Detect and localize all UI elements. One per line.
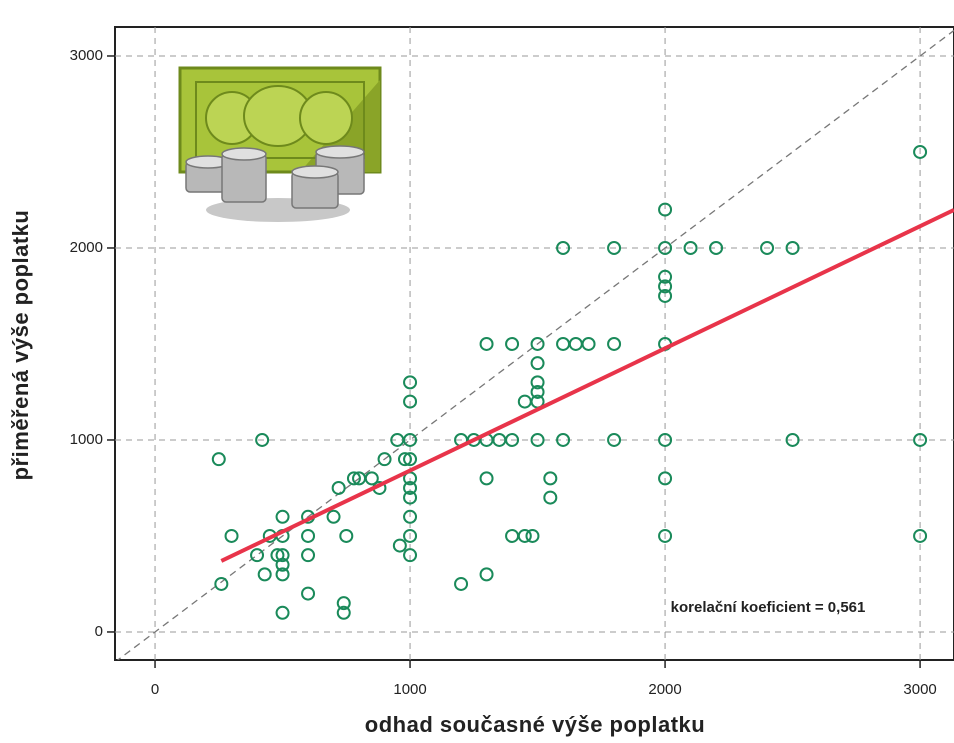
point [581,336,596,351]
point [658,471,673,486]
point [530,384,545,399]
point [658,528,673,543]
point [913,528,928,543]
point [275,548,290,563]
point [403,480,418,495]
point [479,471,494,486]
point [301,528,316,543]
point [364,471,379,486]
point [479,567,494,582]
point [403,528,418,543]
point [397,452,412,467]
point [275,509,290,524]
point [275,605,290,620]
point [479,336,494,351]
money-icon [178,66,382,222]
point [403,375,418,390]
point [785,240,800,255]
point [556,432,571,447]
point [658,240,673,255]
x-tick-label: 3000 [903,681,936,698]
point [377,452,392,467]
point [255,432,270,447]
point [913,144,928,159]
point [336,605,351,620]
fit-line [220,208,954,563]
point [525,528,540,543]
y-tick-label: 3000 [70,47,103,64]
point [403,432,418,447]
point [331,480,346,495]
point [211,452,226,467]
point [224,528,239,543]
point [658,288,673,303]
point [517,528,532,543]
point [339,528,354,543]
point [556,240,571,255]
y-axis-title: přiměřená výše poplatku [8,210,33,481]
point [257,567,272,582]
point [346,471,361,486]
annotation: korelační koeficient = 0,561 [671,599,866,616]
point [543,471,558,486]
point [683,240,698,255]
point [785,432,800,447]
point [250,548,265,563]
point [454,576,469,591]
point [403,548,418,563]
x-axis-title: odhad současné výše poplatku [365,712,705,737]
point [607,432,622,447]
y-tick-label: 1000 [70,431,103,448]
data-layer [116,29,954,660]
point [336,596,351,611]
point [403,490,418,505]
point [403,452,418,467]
point [301,548,316,563]
point [709,240,724,255]
grid [115,27,954,660]
point [760,240,775,255]
point [403,509,418,524]
point [275,557,290,572]
point [658,269,673,284]
point [214,576,229,591]
point [326,509,341,524]
point [543,490,558,505]
x-tick-label: 1000 [393,681,426,698]
point [301,586,316,601]
point [913,432,928,447]
point [607,336,622,351]
point [392,538,407,553]
point [530,356,545,371]
x-tick-label: 2000 [648,681,681,698]
point [530,432,545,447]
point [505,336,520,351]
x-tick-label: 0 [151,681,159,698]
point [505,432,520,447]
y-tick-label: 0 [95,623,103,640]
y-tick-label: 2000 [70,239,103,256]
point [530,375,545,390]
point [275,567,290,582]
point [530,336,545,351]
point [658,202,673,217]
point [403,394,418,409]
point [658,432,673,447]
point [658,279,673,294]
point [607,240,622,255]
